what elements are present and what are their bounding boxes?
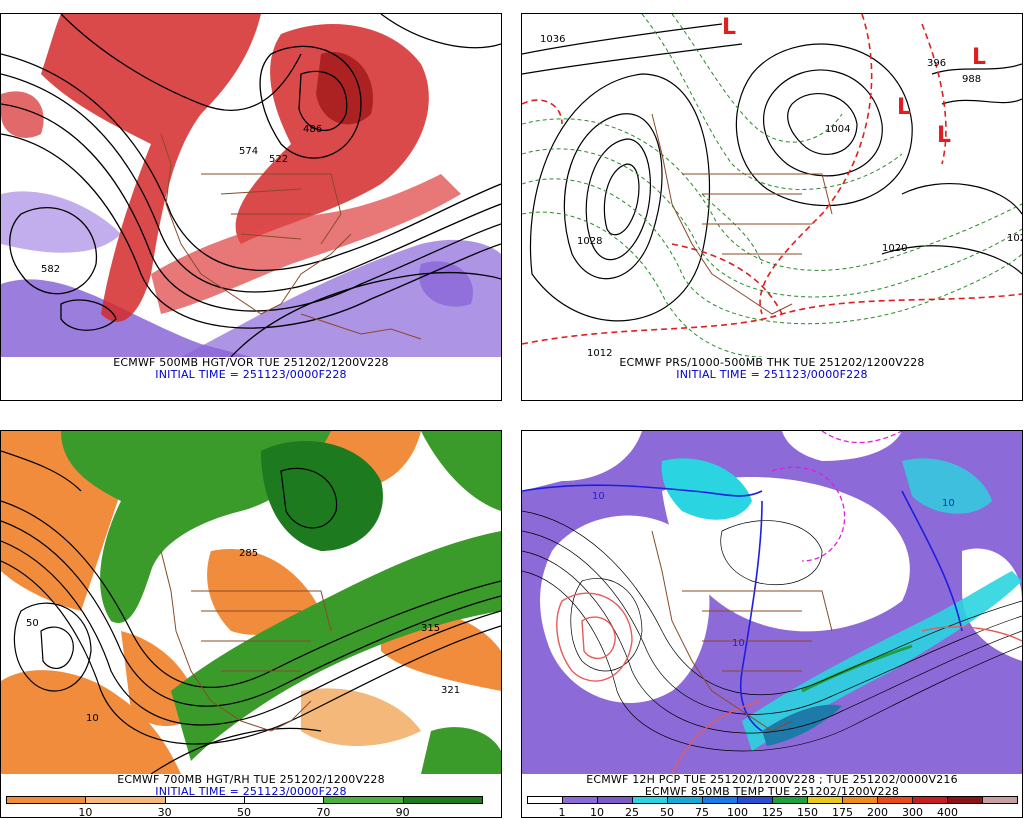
contour-label: 1004 bbox=[825, 124, 850, 135]
map-pcp-temp: 10 10 10 bbox=[522, 431, 1022, 774]
low-pressure-marker: L bbox=[937, 123, 951, 148]
low-pressure-marker: L bbox=[722, 15, 736, 40]
contour-label: 1036 bbox=[540, 34, 565, 45]
contour-label: 10 bbox=[942, 498, 955, 509]
panel-caption: ECMWF 500MB HGT/VOR TUE 251202/1200V228 bbox=[113, 356, 389, 369]
contour-label: 1028 bbox=[577, 236, 602, 247]
panel-12h-pcp-850-temp: 10 10 10 ECMWF 12H PCP TUE 251202/1200V2… bbox=[521, 430, 1023, 818]
panel-subcaption: ECMWF 850MB TEMP TUE 251202/1200V228 bbox=[644, 785, 900, 798]
contour-label: 582 bbox=[41, 264, 60, 275]
panel-initial-time: INITIAL TIME = 251123/0000F228 bbox=[155, 368, 347, 381]
panel-500mb-hgt-vor: 574 522 582 486 ECMWF 500MB HGT/VOR TUE … bbox=[0, 13, 502, 401]
contour-label: 285 bbox=[239, 548, 258, 559]
map-500mb: 574 522 582 486 bbox=[1, 14, 501, 357]
contour-label: 102 bbox=[1007, 233, 1022, 244]
panel-caption: ECMWF 12H PCP TUE 251202/1200V228 ; TUE … bbox=[586, 773, 958, 786]
contour-label: 315 bbox=[421, 623, 440, 634]
contour-label: 522 bbox=[269, 154, 288, 165]
contour-label: 321 bbox=[441, 685, 460, 696]
panel-caption: ECMWF 700MB HGT/RH TUE 251202/1200V228 bbox=[117, 773, 385, 786]
low-pressure-marker: L bbox=[897, 95, 911, 120]
panel-prs-thk: L L L L 1036 1028 1004 1020 396 988 1012… bbox=[521, 13, 1023, 401]
contour-label: 50 bbox=[26, 618, 39, 629]
map-prs-thk: L L L L 1036 1028 1004 1020 396 988 1012… bbox=[522, 14, 1022, 357]
map-700mb: 285 315 321 50 10 bbox=[1, 431, 501, 774]
panel-initial-time: INITIAL TIME = 251123/0000F228 bbox=[676, 368, 868, 381]
contour-label: 396 bbox=[927, 58, 946, 69]
contour-label: 1012 bbox=[587, 348, 612, 357]
panel-700mb-hgt-rh: 285 315 321 50 10 ECMWF 700MB HGT/RH TUE… bbox=[0, 430, 502, 818]
contour-label: 574 bbox=[239, 146, 258, 157]
contour-label: 1020 bbox=[882, 243, 907, 254]
contour-label: 10 bbox=[86, 713, 99, 724]
contour-label: 10 bbox=[592, 491, 605, 502]
panel-caption: ECMWF PRS/1000-500MB THK TUE 251202/1200… bbox=[619, 356, 925, 369]
contour-label: 10 bbox=[732, 638, 745, 649]
panel-initial-time: INITIAL TIME = 251123/0000F228 bbox=[155, 785, 347, 798]
low-pressure-marker: L bbox=[972, 45, 986, 70]
contour-label: 486 bbox=[303, 124, 322, 135]
contour-label: 988 bbox=[962, 74, 981, 85]
